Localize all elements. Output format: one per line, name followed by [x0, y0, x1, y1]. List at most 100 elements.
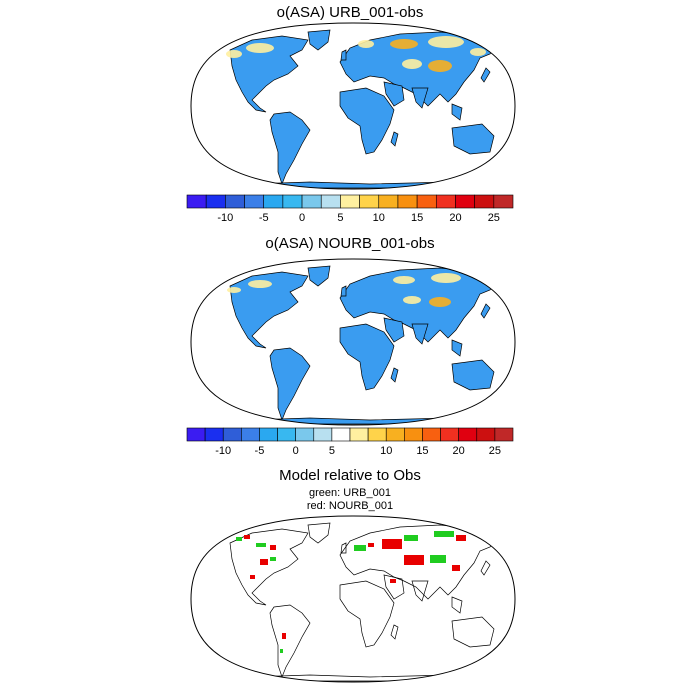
colorbar-swatch — [320, 194, 341, 209]
land-uk — [340, 285, 347, 297]
colorbar-swatch — [378, 194, 399, 209]
land-greenland — [307, 265, 331, 287]
colorbar-swatch — [313, 427, 333, 442]
patch-siberia-green — [434, 531, 454, 537]
colorbar-swatch — [440, 427, 459, 442]
hotspot-canada — [248, 280, 272, 288]
colorbar-nourb: -10 -5 0 5 10 15 20 25 — [186, 427, 514, 457]
hotspot-siberia-east — [431, 273, 461, 283]
colorbar-swatch — [397, 194, 418, 209]
land-se-asia — [451, 596, 463, 614]
land-africa — [339, 580, 395, 648]
colorbar-tick-label: 0 — [299, 212, 305, 224]
colorbar-tick-label: 5 — [337, 212, 343, 224]
colorbar-tick-label: 10 — [373, 212, 385, 224]
land-africa — [339, 87, 395, 155]
colorbar-swatch — [204, 427, 224, 442]
hotspot-northeast-asia — [470, 48, 486, 56]
colorbar-tick-label: 20 — [453, 445, 465, 457]
colorbar-tick-label: -5 — [255, 445, 265, 457]
land-japan — [480, 303, 491, 319]
land-india — [411, 580, 429, 602]
patch-europe-red — [368, 543, 374, 547]
colorbar-swatch — [241, 427, 260, 442]
hotspot-canada — [246, 43, 274, 53]
comparison-title: Model relative to Obs — [279, 467, 421, 484]
land-se-asia — [451, 103, 463, 121]
legend-green: green: URB_001 — [309, 487, 391, 499]
land-south-america — [269, 347, 311, 422]
patch-usa-green — [270, 557, 276, 561]
panel2-title: o(ASA) NOURB_001-obs — [265, 235, 435, 252]
patch-russia-green — [404, 535, 418, 541]
colorbar-swatch — [474, 194, 495, 209]
patch-canada-green-1 — [236, 537, 242, 541]
colorbar-swatch — [367, 427, 387, 442]
colorbar-swatch — [404, 427, 423, 442]
map-border — [190, 515, 516, 683]
colorbar-swatch — [222, 427, 242, 442]
colorbar-tick-label: -10 — [215, 445, 231, 457]
land-north-america — [229, 271, 309, 349]
patch-china-red — [452, 565, 460, 571]
colorbar-swatch — [259, 427, 278, 442]
colorbar-tick-label: -10 — [217, 212, 233, 224]
panel1-title: o(ASA) URB_001-obs — [276, 4, 424, 21]
hotspot-mongolia — [428, 60, 452, 72]
patch-central-asia-red — [404, 555, 424, 565]
patch-canada-red-2 — [270, 545, 276, 550]
colorbar-swatch — [263, 194, 284, 209]
land-south-america — [269, 604, 311, 679]
colorbar-urb: -10 -5 0 5 10 15 20 25 — [186, 194, 514, 224]
map-border — [190, 22, 516, 190]
map-panel-urb — [190, 22, 516, 190]
patch-andes-red — [282, 633, 286, 639]
colorbar-tick-label: 15 — [416, 445, 428, 457]
colorbar-swatch — [349, 427, 369, 442]
land-se-asia — [451, 339, 463, 357]
colorbar-swatch — [455, 194, 475, 209]
colorbar-tick-label: 15 — [411, 212, 423, 224]
land-africa — [339, 323, 395, 391]
hotspot-siberia-west — [390, 39, 418, 49]
land-japan — [480, 67, 491, 83]
colorbar-tick-label: -5 — [259, 212, 269, 224]
hotspot-alaska — [226, 50, 242, 58]
colorbar-swatch — [435, 194, 456, 209]
colorbar-tick-label: 5 — [329, 445, 335, 457]
colorbar-swatch — [282, 194, 303, 209]
colorbar-swatch — [494, 427, 514, 442]
land-greenland — [307, 29, 331, 51]
land-south-america — [269, 111, 311, 186]
land-arabia — [383, 317, 405, 343]
land-greenland — [307, 522, 331, 544]
hotspot-central-asia — [403, 296, 421, 304]
colorbar-tick-label: 10 — [380, 445, 392, 457]
land-madagascar — [390, 624, 399, 640]
colorbar-swatch — [359, 194, 380, 209]
land-india — [411, 87, 429, 109]
colorbar-swatch — [205, 194, 226, 209]
hotspot-siberia-west — [393, 276, 415, 284]
colorbar-swatch — [186, 427, 206, 442]
land-europe-asia — [339, 31, 499, 107]
colorbar-tick-label: 20 — [449, 212, 461, 224]
patch-canada-green-2 — [256, 543, 266, 547]
map-panel-nourb — [190, 258, 516, 426]
hotspot-alaska — [227, 287, 241, 293]
hotspot-mongolia — [429, 297, 451, 307]
land-australia — [451, 616, 495, 648]
patch-mongolia-green — [430, 555, 446, 563]
colorbar-swatch — [340, 194, 360, 209]
patch-europe-green — [354, 545, 366, 551]
land-arabia — [383, 574, 405, 600]
colorbar-swatch — [244, 194, 265, 209]
colorbar-swatch — [476, 427, 496, 442]
colorbar-tick-label: 25 — [488, 212, 500, 224]
patch-usa-red — [260, 559, 268, 565]
colorbar-swatch — [295, 427, 315, 442]
land-arabia — [383, 81, 405, 107]
land-australia — [451, 359, 495, 391]
colorbar-tick-label: 25 — [489, 445, 501, 457]
colorbar-swatch — [493, 194, 514, 209]
